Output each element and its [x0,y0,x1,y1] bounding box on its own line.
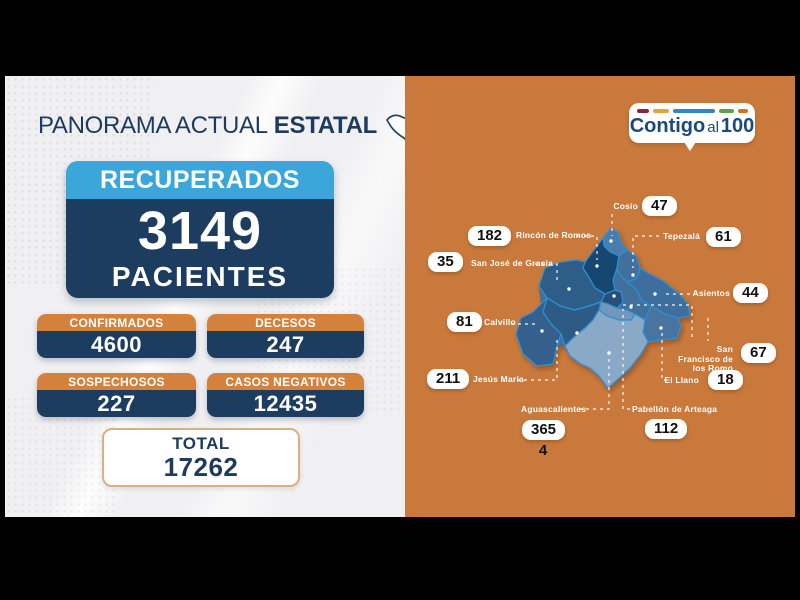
logo-word-contigo: Contigo [629,115,706,137]
total-label: TOTAL [172,433,230,453]
region-rincon-de-romos [582,237,620,295]
stat-card-casos-negativos: CASOS NEGATIVOS 12435 [207,373,364,417]
region-asientos [626,267,691,319]
recovered-value: 3149 [137,201,263,261]
stat-card-label: DECESOS [207,314,364,331]
label-jesus-maria: Jesús María [473,374,524,384]
value-badge-aguascalientes: 365 [522,420,566,440]
value-badge-san-francisco-de-los-romo: 67 [741,343,776,363]
logo-speech-tail [684,142,696,151]
label-el-llano: El Llano [664,375,699,385]
value-badge-asientos: 44 [733,283,768,303]
label-san-francisco-de-los-romo: San Francisco de los Romo [678,344,733,373]
contigo-al-100-logo: Contigo al 100 [629,103,755,143]
label-cosio: Cosío [613,201,638,211]
region-cosio [602,227,628,257]
value-badge-san-jose-de-gracia: 35 [428,252,463,272]
stat-card-decesos: DECESOS 247 [207,314,364,358]
region-calvillo [515,297,562,367]
value-badge-tepezala: 61 [706,227,741,247]
mexico-map-pin-icon [386,114,405,141]
stat-card-value: 4600 [37,331,196,358]
value-badge-el-llano: 18 [708,370,743,390]
region-jesus-maria [542,297,602,347]
title-regular: PANORAMA ACTUAL [38,112,268,139]
region-aguascalientes [564,309,649,389]
logo-word-al: al [707,119,719,136]
value-badge-pabellon-de-arteaga: 112 [645,419,688,439]
stat-card-value: 12435 [207,390,364,417]
label-san-jose-de-gracia: San José de Gracia [471,258,554,268]
content-area: PANORAMA ACTUAL ESTATAL RECUPERADOS 3149 [5,76,795,517]
map-panel: Contigo al 100 Cosío 47 182 Rincón de Romo… [405,76,795,517]
stat-card-label: CASOS NEGATIVOS [207,373,364,390]
logo-text: Contigo al 100 [629,115,755,138]
stats-panel: PANORAMA ACTUAL ESTATAL RECUPERADOS 3149 [5,76,405,517]
page-title-text: PANORAMA ACTUAL ESTATAL [38,112,377,140]
state-silhouette [516,228,690,388]
stat-card-value: 227 [37,390,196,417]
recovered-card-body: 3149 PACIENTES [66,199,334,298]
value-badge-rincon-de-romos: 182 [468,226,512,246]
label-tepezala: Tepezalá [663,231,700,241]
stat-card-label: CONFIRMADOS [37,314,196,331]
value-badge-jesus-maria: 211 [427,369,470,389]
region-dots [540,239,663,355]
aguascalientes-overflow-digit: 4 [538,442,548,459]
stat-card-sospechosos: SOSPECHOSOS 227 [37,373,196,417]
value-badge-calvillo: 81 [447,312,482,332]
region-tepezala [616,249,641,283]
stat-card-label: SOSPECHOSOS [37,373,196,390]
stat-card-confirmados: CONFIRMADOS 4600 [37,314,196,358]
total-value: 17262 [163,451,239,482]
recovered-card: RECUPERADOS 3149 PACIENTES [66,161,334,298]
logo-word-100: 100 [720,115,755,137]
value-badge-cosio: 47 [642,196,677,216]
logo-dashes-icon [629,109,755,113]
label-rincon-de-romos: Rincón de Romos [516,230,592,240]
recovered-card-header: RECUPERADOS [66,161,334,199]
region-pabellon-de-arteaga [600,289,624,309]
label-pabellon-de-arteaga: Pabellón de Arteaga [632,404,718,414]
label-asientos: Asientos [692,288,730,298]
recovered-unit: PACIENTES [111,261,289,292]
total-card: TOTAL 17262 [102,428,300,487]
label-aguascalientes: Aguascalientes [521,404,587,414]
region-el-llano [642,305,682,343]
region-san-francisco-de-los-romo [598,301,636,321]
label-calvillo: Calvillo [484,317,516,327]
page-title: PANORAMA ACTUAL ESTATAL [38,106,405,146]
stat-card-value: 247 [207,331,364,358]
title-bold: ESTATAL [273,112,378,139]
